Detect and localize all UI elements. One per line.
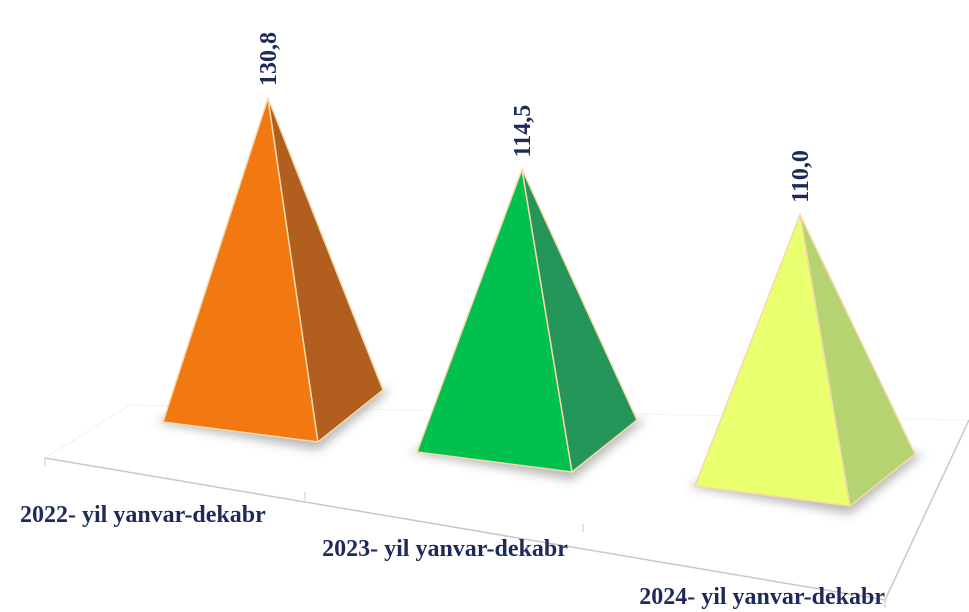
pyramid-side [799,214,916,508]
pyramid [162,97,384,444]
pyramid [693,211,916,508]
value-label: 110,0 [788,150,814,203]
category-label: 2023- yil yanvar-dekabr [322,536,568,562]
category-label: 2024- yil yanvar-dekabr [639,584,885,610]
pyramid [415,166,638,474]
pyramid-side [267,97,384,444]
value-label: 114,5 [510,105,536,158]
pyramid-side [521,169,638,474]
category-label: 2022- yil yanvar-dekabr [20,502,266,528]
value-label: 130,8 [256,32,282,86]
